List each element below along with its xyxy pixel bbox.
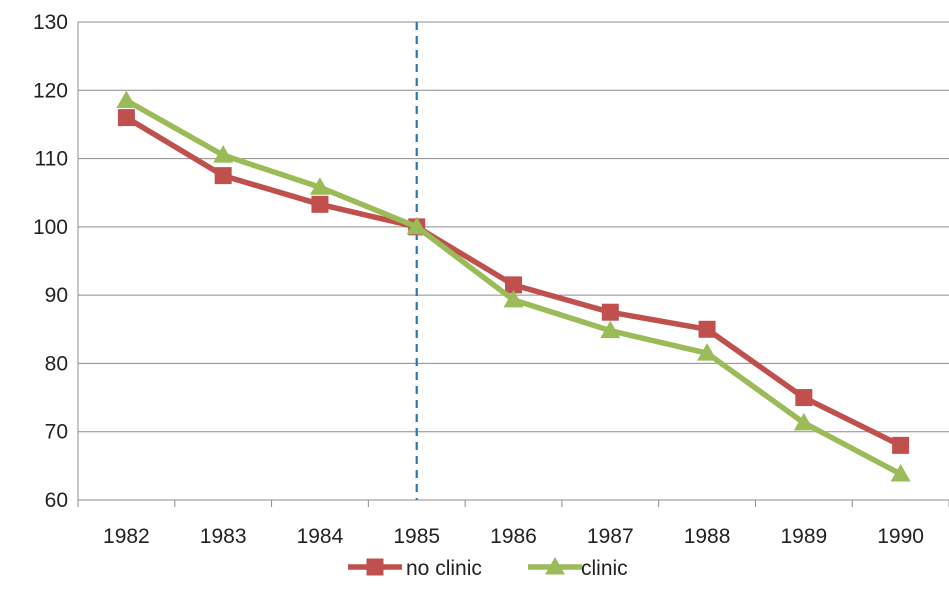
y-tick-label: 60 [45,489,68,512]
gridlines [78,21,949,433]
x-tick-label: 1984 [297,525,344,548]
y-tick-label: 70 [45,421,68,444]
legend-swatch-marker [545,557,565,575]
data-point [698,320,716,338]
data-point [505,276,522,294]
series-no-clinic [117,109,910,454]
series-clinic [116,90,911,482]
legend-label: no clinic [406,557,482,580]
data-point [309,177,330,195]
data-point [601,303,619,321]
data-point [793,412,814,431]
legend-item: clinic [528,557,628,580]
x-tick-label: 1983 [200,525,247,548]
y-tick-label: 100 [33,216,68,239]
legend-swatch-marker [366,558,384,576]
data-point [600,320,621,339]
data-point [117,109,135,127]
data-point [406,216,427,235]
y-tick-label: 90 [45,284,68,307]
data-point [892,436,910,454]
x-tick-label: 1986 [490,525,537,548]
series-group [116,90,911,482]
data-point [213,145,234,163]
legend-label: clinic [581,557,628,580]
data-point [311,195,329,213]
data-point [795,389,813,407]
data-point [890,464,911,482]
x-tick-label: 1990 [877,525,924,548]
x-tick-label: 1985 [393,525,440,548]
y-tick-label: 130 [33,11,68,34]
legend: no clinic clinic [348,557,628,580]
data-point [116,90,137,109]
y-tick-label: 80 [45,352,68,375]
data-point [214,167,232,185]
y-tick-label: 120 [33,79,68,102]
data-point [503,289,524,308]
x-tick-label: 1987 [587,525,634,548]
x-tick-label: 1989 [780,525,827,548]
axes: 60 70 80 90 100 110 120 130 1982 1983 1984 1985 1986… [33,11,949,548]
data-point [697,343,718,361]
x-tick-label: 1988 [684,525,731,548]
legend-item: no clinic [348,557,482,580]
x-tick-label: 1982 [103,525,150,548]
y-tick-label: 110 [35,148,68,171]
